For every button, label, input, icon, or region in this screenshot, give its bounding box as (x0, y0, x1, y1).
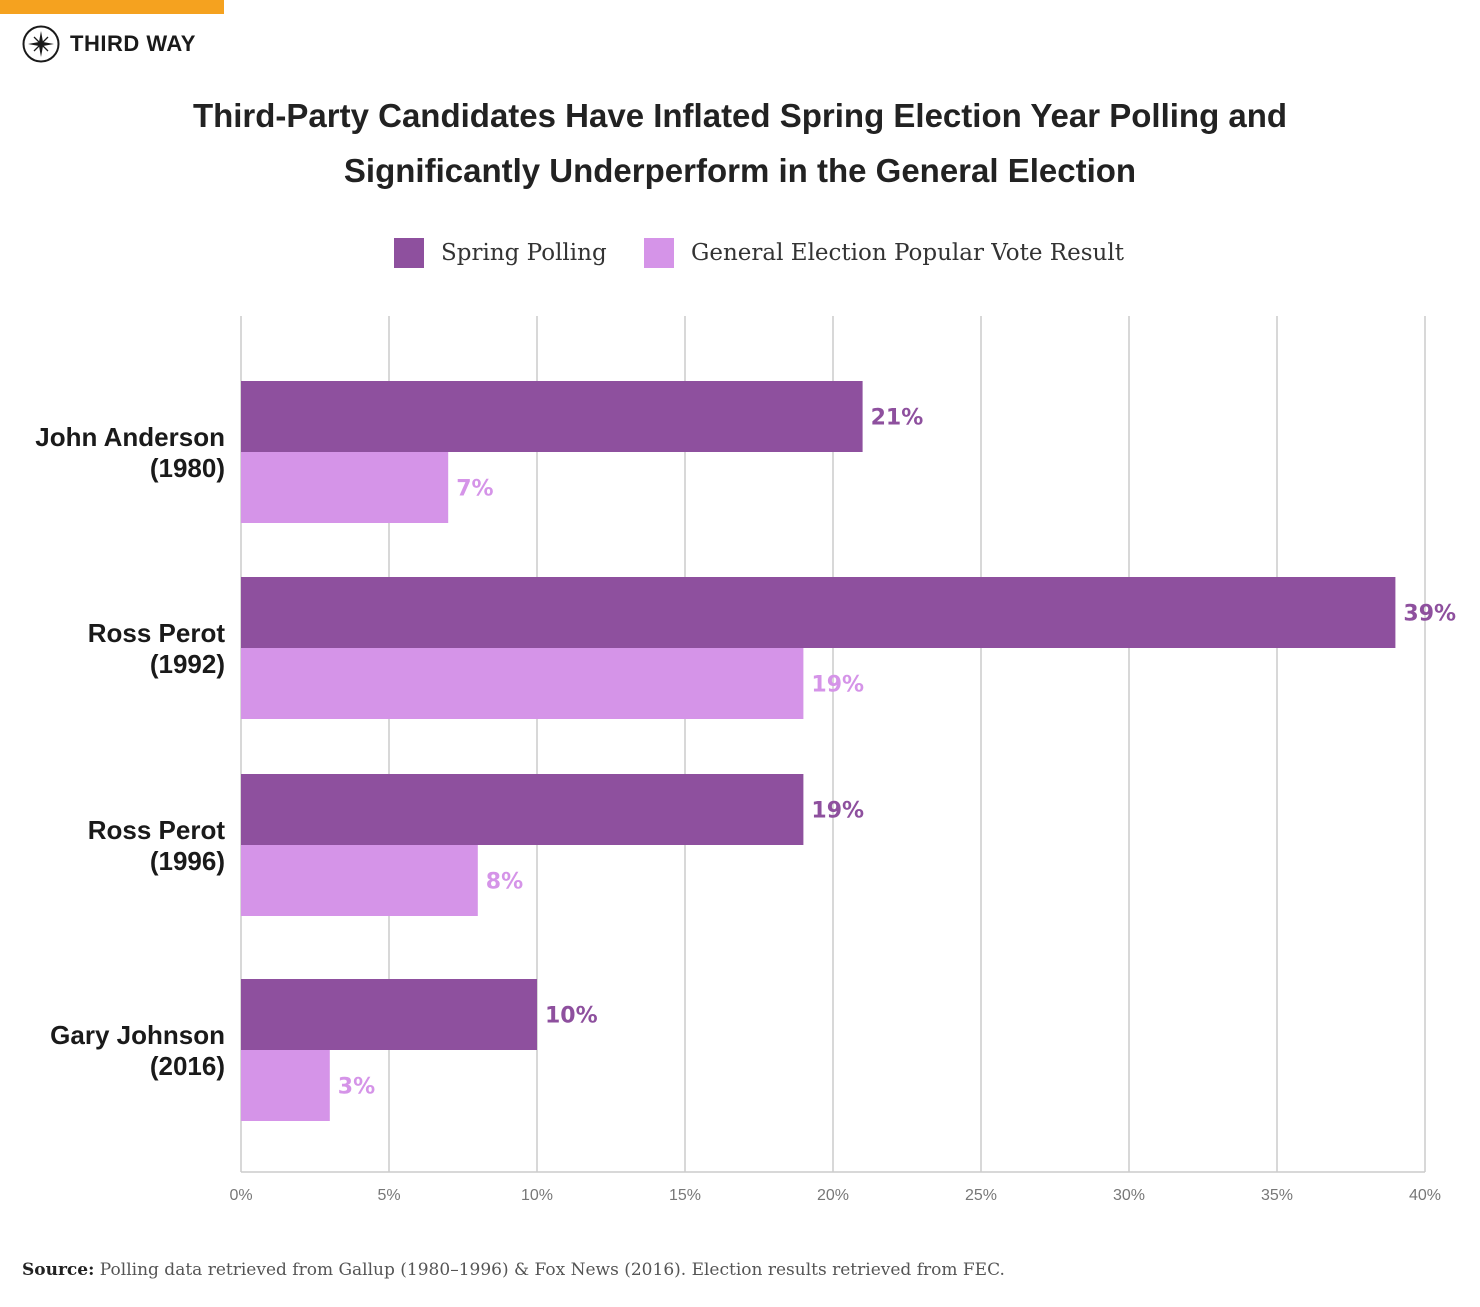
data-label: 19% (811, 673, 864, 698)
x-tick-label: 25% (965, 1187, 997, 1204)
bar-spring-polling (241, 577, 1396, 648)
data-label: 21% (871, 406, 924, 431)
data-label: 8% (486, 870, 523, 895)
x-tick-label: 30% (1113, 1187, 1145, 1204)
source-label: Source: (22, 1260, 95, 1280)
x-tick-label: 35% (1261, 1187, 1293, 1204)
data-label: 39% (1403, 602, 1456, 627)
source-text: Polling data retrieved from Gallup (1980… (99, 1260, 1005, 1280)
category-label: (1992) (150, 649, 225, 679)
bar-spring-polling (241, 979, 537, 1050)
legend-item-spring-polling: Spring Polling (394, 237, 607, 269)
compass-star-icon (22, 25, 60, 63)
bar-general-election (241, 845, 478, 916)
bar-chart: 0% 5% 10% 15% 20% 25% 30% 35% 40% 21% 7% John Ander… (35, 316, 1456, 1204)
legend-item-general-election: General Election Popular Vote Result (644, 237, 1124, 269)
x-tick-label: 5% (377, 1187, 400, 1204)
legend-swatch-general-election (644, 238, 674, 268)
chart-title-line: Third-Party Candidates Have Inflated Spr… (192, 97, 1288, 134)
x-tick-label: 10% (521, 1187, 553, 1204)
category-label: Ross Perot (88, 815, 226, 845)
x-tick-label: 20% (817, 1187, 849, 1204)
x-tick-label: 40% (1409, 1187, 1441, 1204)
bar-general-election (241, 452, 449, 523)
category-label: Gary Johnson (50, 1020, 225, 1050)
category-label: Ross Perot (88, 618, 226, 648)
category-label: (2016) (150, 1051, 225, 1081)
brand-logo: THIRD WAY (22, 24, 196, 64)
chart-title: Third-Party Candidates Have Inflated Spr… (90, 88, 1390, 198)
category-label: John Anderson (35, 422, 225, 452)
chart-legend: Spring Polling General Election Popular … (0, 237, 1480, 269)
legend-label-spring-polling: Spring Polling (441, 240, 607, 266)
category-label: (1980) (150, 453, 225, 483)
x-tick-label: 0% (229, 1187, 252, 1204)
chart-title-line: Significantly Underperform in the Genera… (343, 152, 1137, 189)
brand-accent-bar (0, 0, 224, 14)
brand-name: THIRD WAY (70, 31, 196, 56)
bar-general-election (241, 1050, 330, 1121)
bar-general-election (241, 648, 804, 719)
data-label: 19% (811, 799, 864, 824)
bar-spring-polling (241, 774, 804, 845)
data-label: 3% (338, 1075, 375, 1100)
data-label: 7% (456, 477, 493, 502)
bar-spring-polling (241, 381, 863, 452)
legend-label-general-election: General Election Popular Vote Result (691, 240, 1124, 266)
legend-swatch-spring-polling (394, 238, 424, 268)
source-note: Source: Polling data retrieved from Gall… (22, 1260, 1005, 1280)
data-label: 10% (545, 1004, 598, 1029)
x-tick-label: 15% (669, 1187, 701, 1204)
category-label: (1996) (150, 846, 225, 876)
